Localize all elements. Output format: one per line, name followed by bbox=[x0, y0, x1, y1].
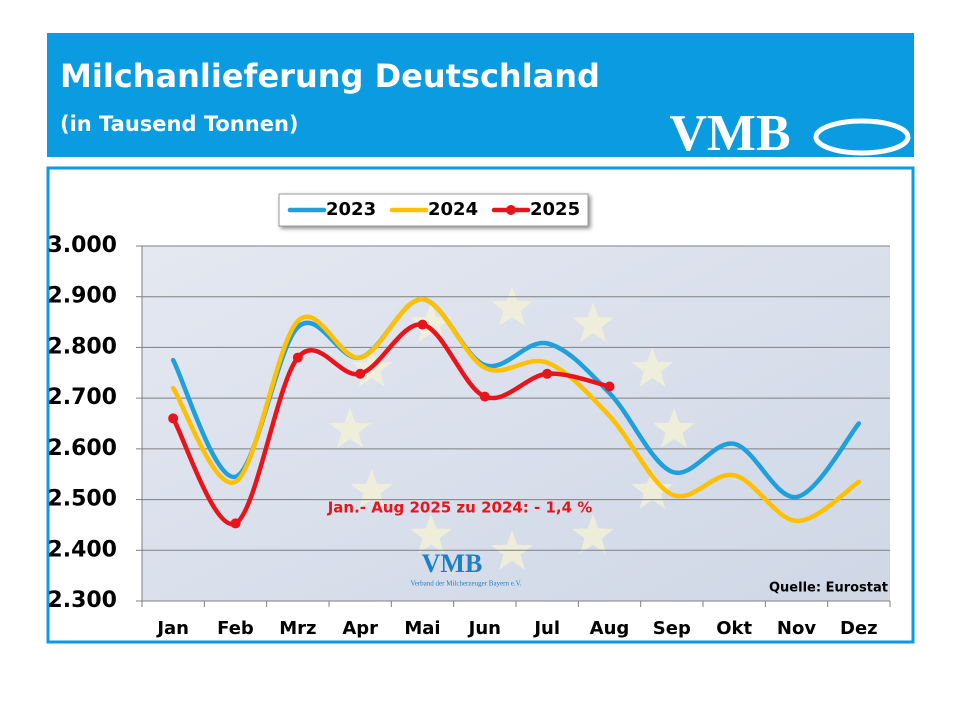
source: Quelle: Eurostat bbox=[769, 581, 888, 596]
y-tick-label: 2.300 bbox=[47, 588, 117, 613]
y-tick-label: 2.400 bbox=[47, 537, 117, 562]
header bbox=[47, 33, 914, 157]
x-tick-label: Apr bbox=[342, 618, 378, 639]
chart-title: Milchanlieferung Deutschland bbox=[60, 57, 600, 95]
watermark-caption: Verband der Milcherzeuger Bayern e.V. bbox=[410, 580, 521, 588]
marker bbox=[355, 368, 366, 379]
legend-label: 2023 bbox=[326, 199, 376, 220]
logo: VMB bbox=[669, 105, 790, 162]
x-tick-label: Jun bbox=[467, 618, 501, 639]
series-line bbox=[170, 297, 862, 524]
legend-box bbox=[278, 193, 589, 227]
y-tick-label: 2.900 bbox=[47, 284, 117, 309]
x-tick-label: Mai bbox=[404, 618, 440, 639]
legend-marker bbox=[506, 205, 516, 215]
x-tick-label: Feb bbox=[217, 618, 254, 639]
y-tick-label: 2.700 bbox=[47, 385, 117, 410]
x-tick-label: Mrz bbox=[279, 618, 316, 639]
star bbox=[410, 513, 452, 554]
x-tick-label: Aug bbox=[590, 618, 630, 639]
marker bbox=[542, 368, 553, 379]
y-tick-label: 2.500 bbox=[47, 487, 117, 512]
star bbox=[329, 408, 371, 448]
y-tick-label: 2.600 bbox=[47, 436, 117, 461]
marker bbox=[230, 518, 241, 529]
star bbox=[350, 469, 393, 509]
marker bbox=[292, 352, 303, 363]
marker bbox=[168, 413, 179, 424]
legend-label: 2024 bbox=[428, 199, 478, 220]
y-tick-label: 2.800 bbox=[47, 334, 117, 359]
star bbox=[572, 302, 614, 343]
x-tick-label: Sep bbox=[653, 618, 691, 639]
x-tick-label: Okt bbox=[716, 618, 752, 639]
chart-subtitle: (in Tausend Tonnen) bbox=[60, 112, 299, 136]
star bbox=[653, 408, 695, 448]
x-tick-label: Dez bbox=[840, 618, 878, 639]
star bbox=[631, 469, 674, 509]
marker bbox=[604, 381, 615, 392]
watermark-logo: VMB bbox=[422, 549, 483, 578]
legend-label: 2025 bbox=[530, 199, 580, 220]
x-tick-label: Jul bbox=[532, 618, 560, 639]
x-tick-label: Nov bbox=[777, 618, 816, 639]
star bbox=[631, 347, 674, 387]
star bbox=[572, 513, 614, 554]
star bbox=[491, 286, 533, 326]
annotation: Jan.- Aug 2025 zu 2024: - 1,4 % bbox=[327, 499, 593, 517]
star bbox=[410, 302, 452, 343]
logo-swirl bbox=[813, 118, 911, 156]
marker bbox=[417, 319, 428, 330]
y-tick-label: 3.000 bbox=[47, 233, 117, 258]
x-tick-label: Jan bbox=[155, 618, 189, 639]
marker bbox=[479, 391, 490, 402]
